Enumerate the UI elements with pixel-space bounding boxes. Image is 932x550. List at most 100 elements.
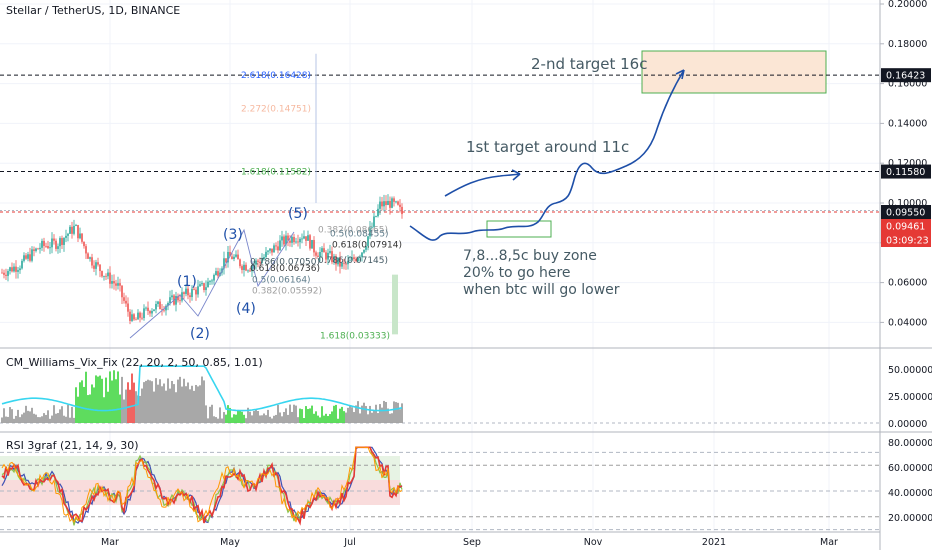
vix-bar bbox=[25, 405, 27, 423]
candle-body bbox=[131, 314, 133, 321]
vix-bar bbox=[191, 385, 193, 423]
rsi-title: RSI 3graf (21, 14, 9, 30) bbox=[6, 439, 139, 452]
price-tag-box[interactable] bbox=[881, 205, 931, 219]
candle-body bbox=[253, 264, 255, 267]
buy-zone-box[interactable] bbox=[486, 220, 552, 238]
candle-body bbox=[243, 264, 245, 270]
candle-body bbox=[187, 288, 189, 296]
candle-body bbox=[207, 281, 209, 288]
vix-bar bbox=[349, 405, 351, 423]
note-btc-lower: when btc will go lower bbox=[463, 282, 620, 298]
candle-body bbox=[5, 274, 7, 276]
candle-body bbox=[93, 265, 95, 269]
candle-body bbox=[33, 249, 35, 251]
candle-body bbox=[45, 245, 47, 247]
vix-bar bbox=[105, 377, 107, 423]
price-tick-label: 0.18000 bbox=[888, 39, 927, 50]
vix-bar bbox=[385, 402, 387, 423]
wave-label-5: (5) bbox=[288, 206, 308, 222]
vix-bar bbox=[93, 387, 95, 423]
note-20-percent: 20% to go here bbox=[463, 265, 571, 281]
vix-upper-band-line bbox=[1, 365, 403, 412]
vix-bar bbox=[335, 404, 337, 423]
candle-body bbox=[133, 314, 135, 320]
candle-body bbox=[231, 256, 233, 260]
vix-bar bbox=[149, 380, 151, 423]
candle-body bbox=[17, 270, 19, 272]
candle-body bbox=[135, 319, 137, 321]
vix-bar bbox=[67, 404, 69, 423]
vix-bar bbox=[43, 413, 45, 423]
vix-bar bbox=[133, 382, 135, 423]
vix-title: CM_Williams_Vix_Fix (22, 20, 2, 50, 0.85… bbox=[6, 356, 263, 369]
vix-bar bbox=[245, 418, 247, 423]
candle-body bbox=[241, 266, 243, 270]
vix-bar bbox=[253, 411, 255, 423]
candle-body bbox=[277, 246, 279, 251]
vix-bar bbox=[333, 405, 335, 423]
vix-bar bbox=[275, 414, 277, 423]
candle-body bbox=[81, 233, 83, 242]
vix-bar bbox=[377, 413, 379, 423]
vix-bar bbox=[35, 414, 37, 423]
price-tag-box[interactable] bbox=[881, 68, 931, 83]
fib-label: 2.618(0.16428) bbox=[241, 71, 311, 81]
vix-bar bbox=[145, 380, 147, 423]
vix-bar bbox=[263, 413, 265, 423]
vix-bar bbox=[197, 386, 199, 423]
chart-title: Stellar / TetherUS, 1D, BINANCE bbox=[6, 4, 180, 17]
vix-bar bbox=[79, 382, 81, 423]
price-tag-box[interactable] bbox=[881, 219, 931, 233]
candle-body bbox=[379, 201, 381, 209]
vix-bar bbox=[69, 417, 71, 423]
candle-body bbox=[137, 312, 139, 320]
fib-label: 0.5(0.08455) bbox=[330, 230, 389, 240]
vix-bar bbox=[313, 413, 315, 423]
candle-body bbox=[9, 267, 11, 272]
vix-bar bbox=[293, 404, 295, 423]
candle-body bbox=[215, 271, 217, 276]
candle-body bbox=[367, 236, 369, 247]
candle-body bbox=[271, 248, 273, 253]
price-tag-box[interactable] bbox=[881, 233, 931, 247]
candle-body bbox=[153, 309, 155, 311]
second-target-box[interactable] bbox=[641, 50, 827, 94]
vix-bar bbox=[189, 389, 191, 423]
vix-bar bbox=[31, 407, 33, 423]
vix-bar bbox=[393, 401, 395, 423]
candle-body bbox=[381, 201, 383, 207]
candle-body bbox=[365, 246, 367, 250]
vix-bar bbox=[399, 409, 401, 423]
vix-bar bbox=[285, 408, 287, 423]
price-tag-label: 0.09461 bbox=[886, 222, 925, 233]
rsi-tick-label: 80.00000 bbox=[888, 438, 932, 449]
vix-bar bbox=[23, 412, 25, 423]
candle-body bbox=[383, 201, 385, 207]
axes[interactable]: 0.20000 0.18000 0.16000 0.14000 0.12000 0.100… bbox=[101, 0, 932, 548]
candle-body bbox=[291, 236, 293, 243]
vix-bar bbox=[139, 395, 141, 423]
candle-body bbox=[195, 289, 197, 295]
vix-bar bbox=[169, 388, 171, 423]
vix-bar bbox=[49, 418, 51, 423]
vix-bar bbox=[271, 418, 273, 423]
candle-body bbox=[363, 249, 365, 253]
vix-bar bbox=[401, 403, 403, 423]
vix-bar bbox=[279, 412, 281, 423]
candle-body bbox=[27, 254, 29, 259]
vix-bar bbox=[317, 415, 319, 423]
vix-bar bbox=[115, 379, 117, 423]
vix-bar bbox=[63, 415, 65, 423]
vix-bar bbox=[373, 410, 375, 423]
vix-bar bbox=[397, 402, 399, 423]
price-tag-box[interactable] bbox=[881, 164, 931, 179]
vix-bar bbox=[281, 416, 283, 423]
vix-bar bbox=[27, 410, 29, 423]
candle-body bbox=[327, 252, 329, 260]
first-target-arrow-head bbox=[511, 169, 521, 181]
candle-body bbox=[337, 257, 339, 265]
candle-body bbox=[85, 246, 87, 254]
fib-label: 0.5(0.06164) bbox=[252, 275, 311, 285]
vix-bar bbox=[77, 396, 79, 423]
